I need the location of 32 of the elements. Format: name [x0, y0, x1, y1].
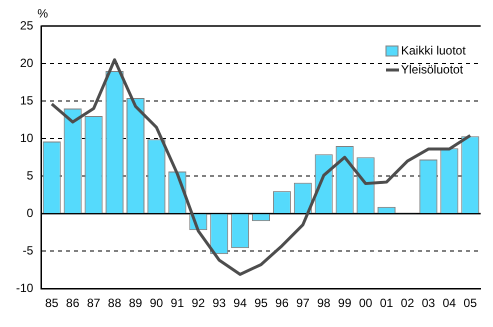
y-tick-label: 0 — [26, 206, 34, 220]
x-tick-label: 90 — [150, 296, 164, 310]
x-tick-label: 91 — [170, 296, 184, 310]
y-tick-label: 25 — [20, 18, 34, 32]
y-axis-title: % — [37, 6, 48, 20]
y-tick-label: -5 — [22, 243, 34, 258]
x-tick-label: 93 — [212, 296, 226, 310]
x-tick-label: 98 — [317, 296, 331, 310]
legend-label: Yleisöluotot — [400, 62, 464, 76]
y-tick-label: 10 — [20, 130, 34, 145]
x-tick-label: 89 — [128, 296, 142, 310]
legend-label: Kaikki luotot — [400, 43, 466, 58]
x-tick-label: 96 — [275, 296, 289, 310]
y-tick-label: 20 — [20, 56, 34, 70]
x-tick-label: 94 — [233, 296, 248, 310]
x-tick-label: 97 — [296, 296, 310, 310]
x-tick-label: 88 — [108, 296, 122, 310]
x-tick-label: 86 — [66, 296, 80, 310]
y-tick-label: 5 — [26, 168, 34, 182]
x-tick-label: 00 — [358, 296, 373, 310]
x-tick-label: 04 — [442, 296, 456, 310]
x-tick-label: 95 — [254, 296, 268, 310]
x-tick-label: 99 — [338, 296, 352, 310]
x-tick-label: 85 — [45, 296, 59, 310]
y-tick-label: -10 — [16, 280, 34, 295]
x-tick-label: 92 — [192, 296, 206, 310]
x-tick-label: 87 — [86, 296, 101, 310]
x-tick-label: 01 — [380, 296, 394, 310]
y-tick-label: 15 — [20, 93, 34, 108]
x-tick-label: 05 — [464, 296, 478, 310]
x-tick-label: 03 — [422, 296, 436, 310]
x-tick-label: 02 — [400, 296, 414, 310]
